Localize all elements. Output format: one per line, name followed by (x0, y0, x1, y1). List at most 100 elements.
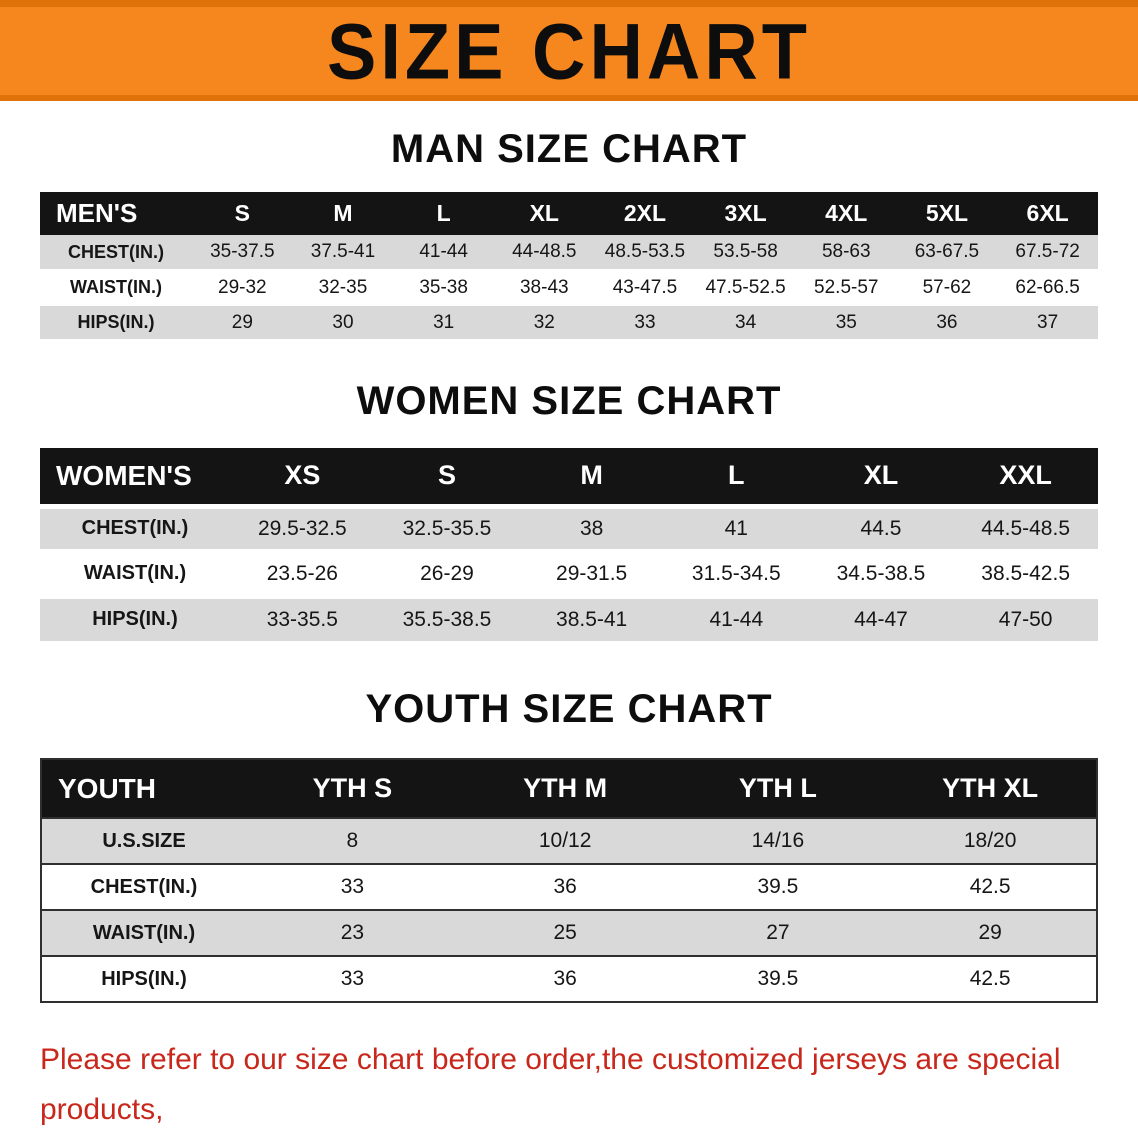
size-header-cell: S (192, 192, 293, 235)
size-header-cell: YTH L (671, 759, 885, 818)
youth-section: YOUTH SIZE CHART YOUTH YTH S YTH M YTH L YTH… (0, 641, 1138, 1003)
men-size-table: MEN'S S M L XL 2XL 3XL 4XL 5XL 6XL CHEST(IN.) 35-37… (40, 192, 1098, 341)
youth-section-heading: YOUTH SIZE CHART (365, 687, 773, 731)
value-cell: 33 (340, 875, 365, 898)
value-cell: 57-62 (922, 276, 972, 298)
value-cell: 42.5 (969, 967, 1011, 990)
table-row: U.S.SIZE 8 10/12 14/16 18/20 (41, 818, 1097, 864)
size-header-cell: 2XL (594, 192, 696, 235)
size-header-cell: XL (493, 192, 595, 235)
row-label-cell: HIPS(IN.) (101, 967, 187, 990)
row-label-cell: CHEST(IN.) (90, 875, 198, 898)
size-header-cell: M (519, 448, 664, 506)
value-cell: 35 (835, 311, 857, 333)
men-section: MAN SIZE CHART MEN'S S M L XL 2XL 3XL 4XL 5XL 6XL… (0, 101, 1138, 341)
size-header-cell: YTH M (458, 759, 672, 818)
value-cell: 29 (978, 921, 1002, 944)
size-header-cell: XL (808, 448, 954, 506)
value-cell: 52.5-57 (814, 276, 879, 298)
table-row: WAIST(IN.) 23 25 27 29 (41, 910, 1097, 956)
value-cell: 39.5 (757, 967, 799, 990)
value-cell: 27 (766, 921, 790, 944)
value-cell: 32 (533, 311, 555, 333)
value-cell: 32-35 (318, 276, 368, 298)
value-cell: 14/16 (751, 829, 805, 852)
size-header-cell: XS (230, 448, 375, 506)
value-cell: 36 (553, 967, 577, 990)
value-cell: 43-47.5 (612, 276, 678, 298)
value-cell: 35-38 (419, 276, 468, 298)
women-section-heading: WOMEN SIZE CHART (356, 379, 782, 423)
value-cell: 8 (346, 829, 359, 852)
value-cell: 48.5-53.5 (604, 241, 686, 262)
value-cell: 30 (332, 311, 354, 333)
row-label-cell: WAIST(IN.) (70, 277, 162, 297)
value-cell: 29.5-32.5 (257, 516, 347, 540)
value-cell: 32.5-35.5 (402, 516, 492, 540)
banner-title: SIZE CHART (327, 7, 811, 95)
table-title-cell: YOUTH (41, 759, 246, 818)
value-cell: 44.5-48.5 (981, 516, 1071, 540)
value-cell: 38-43 (519, 276, 569, 298)
row-label-cell: U.S.SIZE (102, 829, 186, 852)
row-label-cell: CHEST(IN.) (68, 241, 164, 262)
value-cell: 36 (553, 875, 577, 898)
table-header-row: MEN'S S M L XL 2XL 3XL 4XL 5XL 6XL (40, 192, 1098, 235)
value-cell: 67.5-72 (1015, 241, 1080, 262)
disclaimer-note: Please refer to our size chart before or… (40, 1035, 1138, 1132)
value-cell: 31 (433, 311, 455, 333)
value-cell: 42.5 (969, 875, 1011, 898)
value-cell: 34 (735, 311, 757, 333)
value-cell: 33-35.5 (266, 607, 338, 631)
size-header-cell: YTH S (246, 759, 459, 818)
value-cell: 23.5-26 (266, 561, 338, 585)
table-row: WAIST(IN.) 23.5-26 26-29 29-31.5 31.5-34.5 34… (40, 551, 1098, 596)
value-cell: 33 (634, 311, 656, 333)
value-cell: 41-44 (419, 241, 468, 262)
size-header-cell: L (393, 192, 494, 235)
value-cell: 29-31.5 (556, 561, 628, 585)
row-label-cell: WAIST(IN.) (92, 921, 196, 944)
value-cell: 29 (231, 311, 253, 333)
value-cell: 41-44 (709, 607, 764, 631)
value-cell: 47.5-52.5 (705, 276, 786, 298)
size-header-cell: M (292, 192, 394, 235)
value-cell: 38 (579, 516, 604, 540)
row-label-cell: CHEST(IN.) (81, 517, 189, 539)
table-row: CHEST(IN.) 29.5-32.5 32.5-35.5 38 41 44.5 44.5… (40, 506, 1098, 551)
banner: SIZE CHART (0, 0, 1138, 101)
value-cell: 33 (340, 967, 365, 990)
value-cell: 44-48.5 (512, 241, 577, 262)
row-label-cell: HIPS(IN.) (92, 608, 178, 631)
value-cell: 31.5-34.5 (691, 561, 781, 585)
women-section: WOMEN SIZE CHART WOMEN'S XS S M L XL XXL CHEST(… (0, 341, 1138, 641)
size-header-cell: 4XL (795, 192, 897, 235)
row-label-cell: WAIST(IN.) (83, 562, 187, 584)
value-cell: 37.5-41 (310, 241, 376, 262)
value-cell: 18/20 (963, 829, 1017, 852)
value-cell: 36 (936, 311, 958, 333)
value-cell: 47-50 (998, 607, 1053, 631)
value-cell: 25 (553, 921, 577, 944)
value-cell: 53.5-58 (713, 241, 778, 262)
table-row: CHEST(IN.) 33 36 39.5 42.5 (41, 864, 1097, 910)
size-header-cell: XXL (953, 448, 1098, 506)
table-row: HIPS(IN.) 33 36 39.5 42.5 (41, 956, 1097, 1002)
value-cell: 34.5-38.5 (836, 561, 926, 585)
value-cell: 26-29 (420, 561, 474, 585)
value-cell: 41 (724, 516, 748, 540)
value-cell: 35-37.5 (210, 241, 275, 262)
size-header-cell: 6XL (997, 192, 1098, 235)
size-header-cell: L (663, 448, 809, 506)
size-header-cell: 5XL (896, 192, 998, 235)
men-section-heading: MAN SIZE CHART (390, 127, 748, 171)
value-cell: 38.5-41 (556, 607, 628, 631)
women-size-table: WOMEN'S XS S M L XL XXL CHEST(IN.) 29.5-32.5 32.5… (40, 448, 1098, 641)
value-cell: 10/12 (538, 829, 592, 852)
table-row: HIPS(IN.) 33-35.5 35.5-38.5 38.5-41 41-44 44-… (40, 596, 1098, 641)
table-row: HIPS(IN.) 29 30 31 32 33 34 35 36 37 (40, 305, 1098, 340)
disclaimer-line-1: Please refer to our size chart before or… (40, 1043, 1061, 1126)
row-label-cell: HIPS(IN.) (77, 312, 155, 332)
value-cell: 39.5 (757, 875, 799, 898)
table-header-row: WOMEN'S XS S M L XL XXL (40, 448, 1098, 506)
